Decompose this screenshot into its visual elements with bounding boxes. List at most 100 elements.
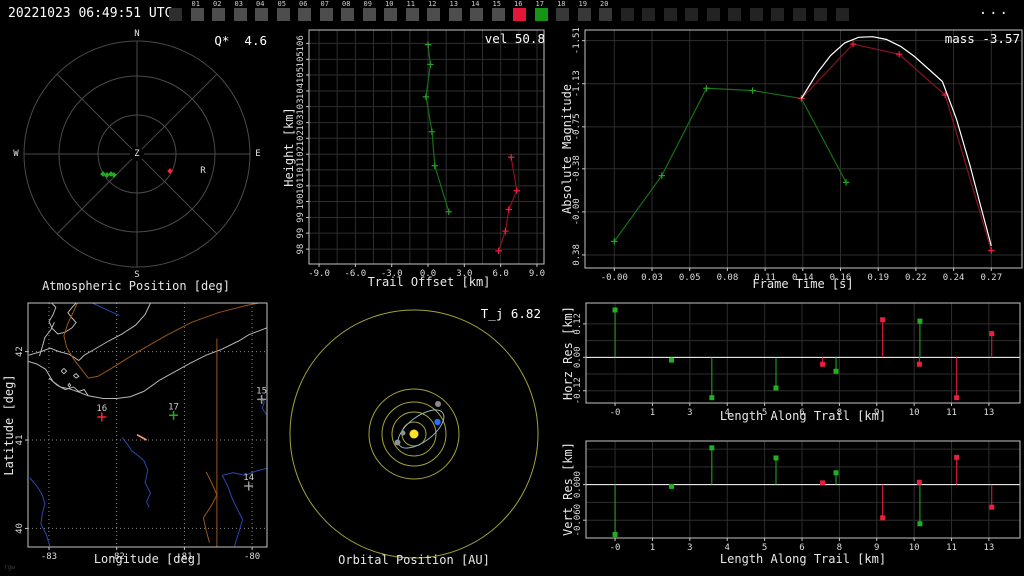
frame-square[interactable] xyxy=(835,8,849,21)
residuals-plots: -0 1 3 4 5 6 8 9 10 11 130.120.00-0.12-0 1 3 4 5 6 8 9 10 1… xyxy=(573,302,1021,553)
tick-label: 0.14 xyxy=(792,273,814,283)
frame-number-label: 17 xyxy=(535,0,544,8)
coastline xyxy=(27,327,268,399)
ground-track-map: -83 -82 -81 -80 42 41 40 16 17 15 14 xyxy=(15,302,268,562)
frame-square-16[interactable] xyxy=(513,8,526,21)
frame-square[interactable] xyxy=(728,8,741,21)
residual-point xyxy=(820,480,826,486)
residual-point xyxy=(917,318,923,324)
data-point-marker xyxy=(749,87,756,94)
frame-square-20[interactable] xyxy=(599,8,612,21)
frame-square[interactable] xyxy=(642,8,655,21)
tick-label: -0.00 xyxy=(601,273,628,283)
frame-square-03[interactable] xyxy=(233,8,247,21)
lightcurve-yaxis-title: Absolute Magnitude xyxy=(560,83,574,215)
data-point-marker xyxy=(849,40,857,48)
frame-strip: 01 02 03 04 05 06 07 08 09 10 11 12 13 14 15 16 17 18 19 20 xyxy=(0,0,1024,28)
frame-square-18[interactable] xyxy=(556,8,569,21)
data-point-marker xyxy=(895,51,903,58)
trail-offset-plot: -9.0 -6.0 -3.0 0.0 3.0 6.0 9.09899991001011011… xyxy=(296,29,545,279)
coastline xyxy=(73,373,80,379)
tick-label: 101 xyxy=(296,162,306,178)
tick-label: -81 xyxy=(176,552,192,562)
frame-square-17[interactable] xyxy=(534,8,548,21)
tick-label: 3 xyxy=(687,543,692,553)
residual-point xyxy=(917,521,923,527)
frame-square[interactable] xyxy=(706,8,720,21)
tick-label: 101 xyxy=(296,178,306,194)
frame-square-10[interactable] xyxy=(384,8,397,21)
frame-square-09[interactable] xyxy=(362,8,376,21)
panel-trail-offset: vel 50.8 -9.0 -6.0 -3.0 0.0 3.0 6.0 9.0 98 99 99 1… xyxy=(280,28,560,300)
frame-square[interactable] xyxy=(771,8,784,21)
tick-label: 6 xyxy=(799,543,804,553)
river xyxy=(222,467,268,476)
vert-res-yaxis-title: Vert Res [km] xyxy=(561,442,575,536)
data-point-marker xyxy=(988,247,995,254)
residual-point xyxy=(833,368,839,374)
frame-number-label: 09 xyxy=(363,0,372,8)
frame-square-12[interactable] xyxy=(427,8,440,21)
panel-light-curve: mass -3.57 -0.00 0.03 0.05 0.08 0.11 0.14 0.16… xyxy=(560,28,1024,300)
planet-orbits xyxy=(289,309,539,559)
tick-label: 41 xyxy=(15,435,25,446)
data-point-marker xyxy=(431,162,438,169)
frame-square-06[interactable] xyxy=(298,8,311,21)
frame-number-label: 05 xyxy=(277,0,286,8)
residual-point xyxy=(709,395,715,401)
tick-label: 8 xyxy=(837,408,842,418)
tick-label: 0.19 xyxy=(867,273,889,283)
frame-square-15[interactable] xyxy=(491,8,505,21)
compass-south-label: S xyxy=(134,270,139,280)
plot-frame xyxy=(308,29,545,265)
data-point-marker xyxy=(445,208,453,215)
frame-square-05[interactable] xyxy=(276,8,290,21)
station-marker-label: 16 xyxy=(96,404,107,414)
radiant-marker-label: R xyxy=(200,166,206,176)
tick-label: -6.0 xyxy=(345,269,367,279)
plot-frame xyxy=(584,29,1023,269)
data-point-marker xyxy=(703,85,710,92)
coastline xyxy=(67,382,72,388)
polar-grid xyxy=(23,40,251,268)
frame-square[interactable] xyxy=(169,8,182,21)
map-xaxis-title: Longitude [deg] xyxy=(93,552,203,566)
vert-res-xaxis-title: Length Along Trail [km] xyxy=(719,552,887,566)
frame-square[interactable] xyxy=(620,8,634,21)
x-tick-labels: -83 -82 -81 -80 xyxy=(41,547,260,562)
residual-point xyxy=(989,504,995,510)
zenith-label: Z xyxy=(134,149,140,159)
frame-square-14[interactable] xyxy=(470,8,483,21)
menu-ellipsis[interactable]: ... xyxy=(978,2,1010,18)
velocity-value: vel 50.8 xyxy=(484,31,545,46)
frame-square-01[interactable] xyxy=(190,8,204,21)
coastline xyxy=(39,322,55,357)
frame-square-04[interactable] xyxy=(255,8,268,21)
frame-square[interactable] xyxy=(685,8,698,21)
frame-square[interactable] xyxy=(663,8,677,21)
frame-square[interactable] xyxy=(792,8,806,21)
tick-label: 11 xyxy=(946,543,957,553)
frame-square[interactable] xyxy=(814,8,827,21)
data-point-marker xyxy=(104,172,110,178)
q-star-value: Q* 4.6 xyxy=(214,33,267,48)
tick-label: 42 xyxy=(15,346,25,357)
frame-square-19[interactable] xyxy=(577,8,591,21)
tick-label: 10 xyxy=(909,543,920,553)
tick-label: 0.05 xyxy=(679,273,701,283)
gridlines xyxy=(309,30,544,264)
frame-square-08[interactable] xyxy=(341,8,354,21)
panel-atmospheric-position: Q* 4.6 N S E W Z R Atmospheric Position [deg] xyxy=(0,28,280,300)
frame-square-02[interactable] xyxy=(212,8,225,21)
tick-label: 5 xyxy=(762,408,767,418)
y-tick-labels: 42 41 40 xyxy=(15,346,28,534)
data-point-marker xyxy=(169,410,179,420)
frame-square[interactable] xyxy=(749,8,763,21)
data-point-marker xyxy=(611,238,618,245)
gridlines xyxy=(28,303,267,547)
timestamp: 20221023 06:49:51 UTC xyxy=(8,6,173,21)
frame-square-07[interactable] xyxy=(319,8,333,21)
frame-square-13[interactable] xyxy=(448,8,462,21)
residual-point xyxy=(773,385,779,391)
frame-square-11[interactable] xyxy=(405,8,419,21)
